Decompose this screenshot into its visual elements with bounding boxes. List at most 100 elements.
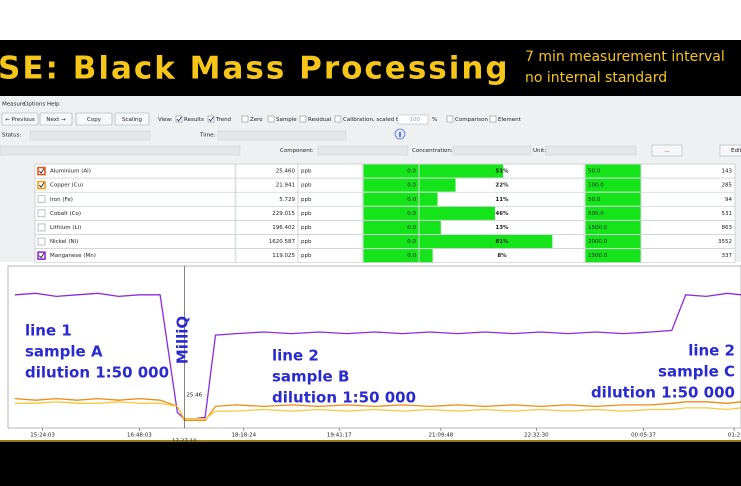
checkbox[interactable]	[489, 115, 497, 123]
menu-item[interactable]: Measure	[2, 102, 26, 108]
count: 863	[722, 225, 733, 231]
more-label[interactable]: ...	[664, 148, 669, 154]
edit-button[interactable]	[719, 144, 741, 157]
high-limit: 2000.0	[588, 239, 608, 245]
low-limit-bg	[363, 192, 419, 206]
row-checkbox[interactable]	[37, 195, 46, 204]
x-tick-label: 18:18:24	[231, 433, 256, 439]
concentration: 1620.587	[269, 239, 296, 245]
header-field	[452, 145, 532, 156]
percent-bar	[419, 164, 504, 178]
cursor-label: 17:27:10	[172, 439, 197, 445]
concentration: 229.015	[272, 211, 295, 217]
checkbox[interactable]	[207, 115, 215, 123]
status-field	[29, 130, 151, 141]
high-limit-bg	[585, 249, 641, 263]
low-limit-bg	[363, 164, 419, 178]
low-limit: 0.0	[407, 253, 416, 259]
table-cell	[297, 248, 363, 263]
element-name: Aluminium (Al)	[50, 169, 91, 175]
high-limit: 500.0	[588, 211, 604, 217]
button-label[interactable]: Copy	[87, 117, 102, 123]
slide-title: SE: Black Mass Processing	[0, 51, 510, 87]
button-label[interactable]: Next →	[46, 117, 66, 123]
unit: ppb	[301, 253, 312, 259]
checkbox[interactable]	[334, 115, 342, 123]
low-limit: 0.0	[407, 183, 416, 189]
x-tick-label: 16:48:03	[127, 433, 152, 439]
x-tick-label: 21:09:48	[429, 433, 454, 439]
button-label[interactable]: ← Previous	[5, 117, 35, 123]
percent-label: 81%	[495, 239, 509, 245]
checkbox-label[interactable]: Sample	[276, 117, 297, 123]
more-button[interactable]	[651, 144, 683, 157]
element-name: Copper (Cu)	[50, 183, 83, 189]
trend-line	[14, 397, 741, 422]
checkbox-label[interactable]: Element	[498, 117, 522, 123]
low-limit: 0.0	[407, 239, 416, 245]
column-header: Concentration:	[412, 148, 453, 154]
percent-label: 46%	[495, 211, 509, 217]
row-checkbox[interactable]	[37, 251, 46, 260]
concentration: 25.460	[276, 169, 296, 175]
element-name: Cobalt (Co)	[50, 211, 81, 217]
scale-unit: %	[432, 117, 437, 123]
x-tick-label: 15:24:03	[30, 433, 55, 439]
row-checkbox[interactable]	[37, 209, 46, 218]
status-label: Status:	[2, 133, 22, 139]
percent-bar	[419, 192, 438, 206]
button-label[interactable]: Scaling	[122, 117, 142, 123]
count: 94	[725, 197, 732, 203]
x-tick-label: 01:2	[728, 433, 740, 439]
header-field	[317, 145, 409, 156]
element-name: Iron (Fe)	[50, 197, 73, 203]
checkbox[interactable]	[267, 115, 275, 123]
checkbox[interactable]	[446, 115, 454, 123]
checkbox[interactable]	[175, 115, 183, 123]
menu-item[interactable]: Options	[24, 102, 45, 108]
checkbox-label[interactable]: Zero	[250, 117, 263, 123]
view-label: View:	[158, 117, 173, 123]
button[interactable]	[1, 112, 39, 126]
check-mark	[176, 116, 182, 122]
row-checkbox[interactable]	[37, 180, 46, 190]
concentration: 196.402	[272, 225, 295, 231]
element-name: Lithium (Li)	[50, 225, 81, 231]
checkbox-label[interactable]: Results	[184, 117, 204, 123]
low-limit: 0.0	[407, 169, 416, 175]
checkbox-label[interactable]: Trend	[215, 117, 231, 123]
bottom-band	[0, 440, 741, 486]
low-limit: 0.0	[407, 211, 416, 217]
row-checkbox[interactable]	[37, 166, 46, 176]
count: 3552	[718, 239, 732, 245]
element-name: Manganese (Mn)	[50, 253, 96, 259]
checkbox[interactable]	[241, 115, 249, 123]
annotation: line 2	[688, 342, 735, 360]
table-cell	[418, 248, 585, 263]
count: 143	[722, 169, 733, 175]
concentration: 21.941	[276, 183, 295, 189]
high-limit-bg	[585, 220, 641, 234]
x-tick-label: 00:05:37	[631, 433, 656, 439]
checkbox-label[interactable]: Residual	[308, 117, 332, 123]
info-i	[399, 132, 401, 137]
unit: ppb	[301, 183, 312, 189]
edit-label[interactable]: Edit	[731, 148, 741, 154]
count: 285	[722, 183, 733, 189]
low-limit-bg	[363, 235, 419, 249]
percent-bar	[419, 235, 553, 249]
row-checkbox[interactable]	[37, 237, 46, 246]
checkbox[interactable]	[299, 115, 307, 123]
button[interactable]	[114, 112, 150, 126]
table-cell	[640, 248, 736, 263]
title-banner	[0, 40, 741, 96]
header-field	[0, 145, 241, 156]
button[interactable]	[39, 112, 73, 126]
checkbox-label[interactable]: Comparison	[455, 117, 488, 123]
scale-input[interactable]	[397, 114, 429, 125]
menu-item[interactable]: Help	[47, 102, 60, 108]
row-checkbox[interactable]	[37, 223, 46, 232]
button[interactable]	[75, 112, 113, 126]
checkbox-label[interactable]: Calibration, scaled to	[343, 117, 402, 123]
percent-label: 51%	[495, 169, 509, 175]
